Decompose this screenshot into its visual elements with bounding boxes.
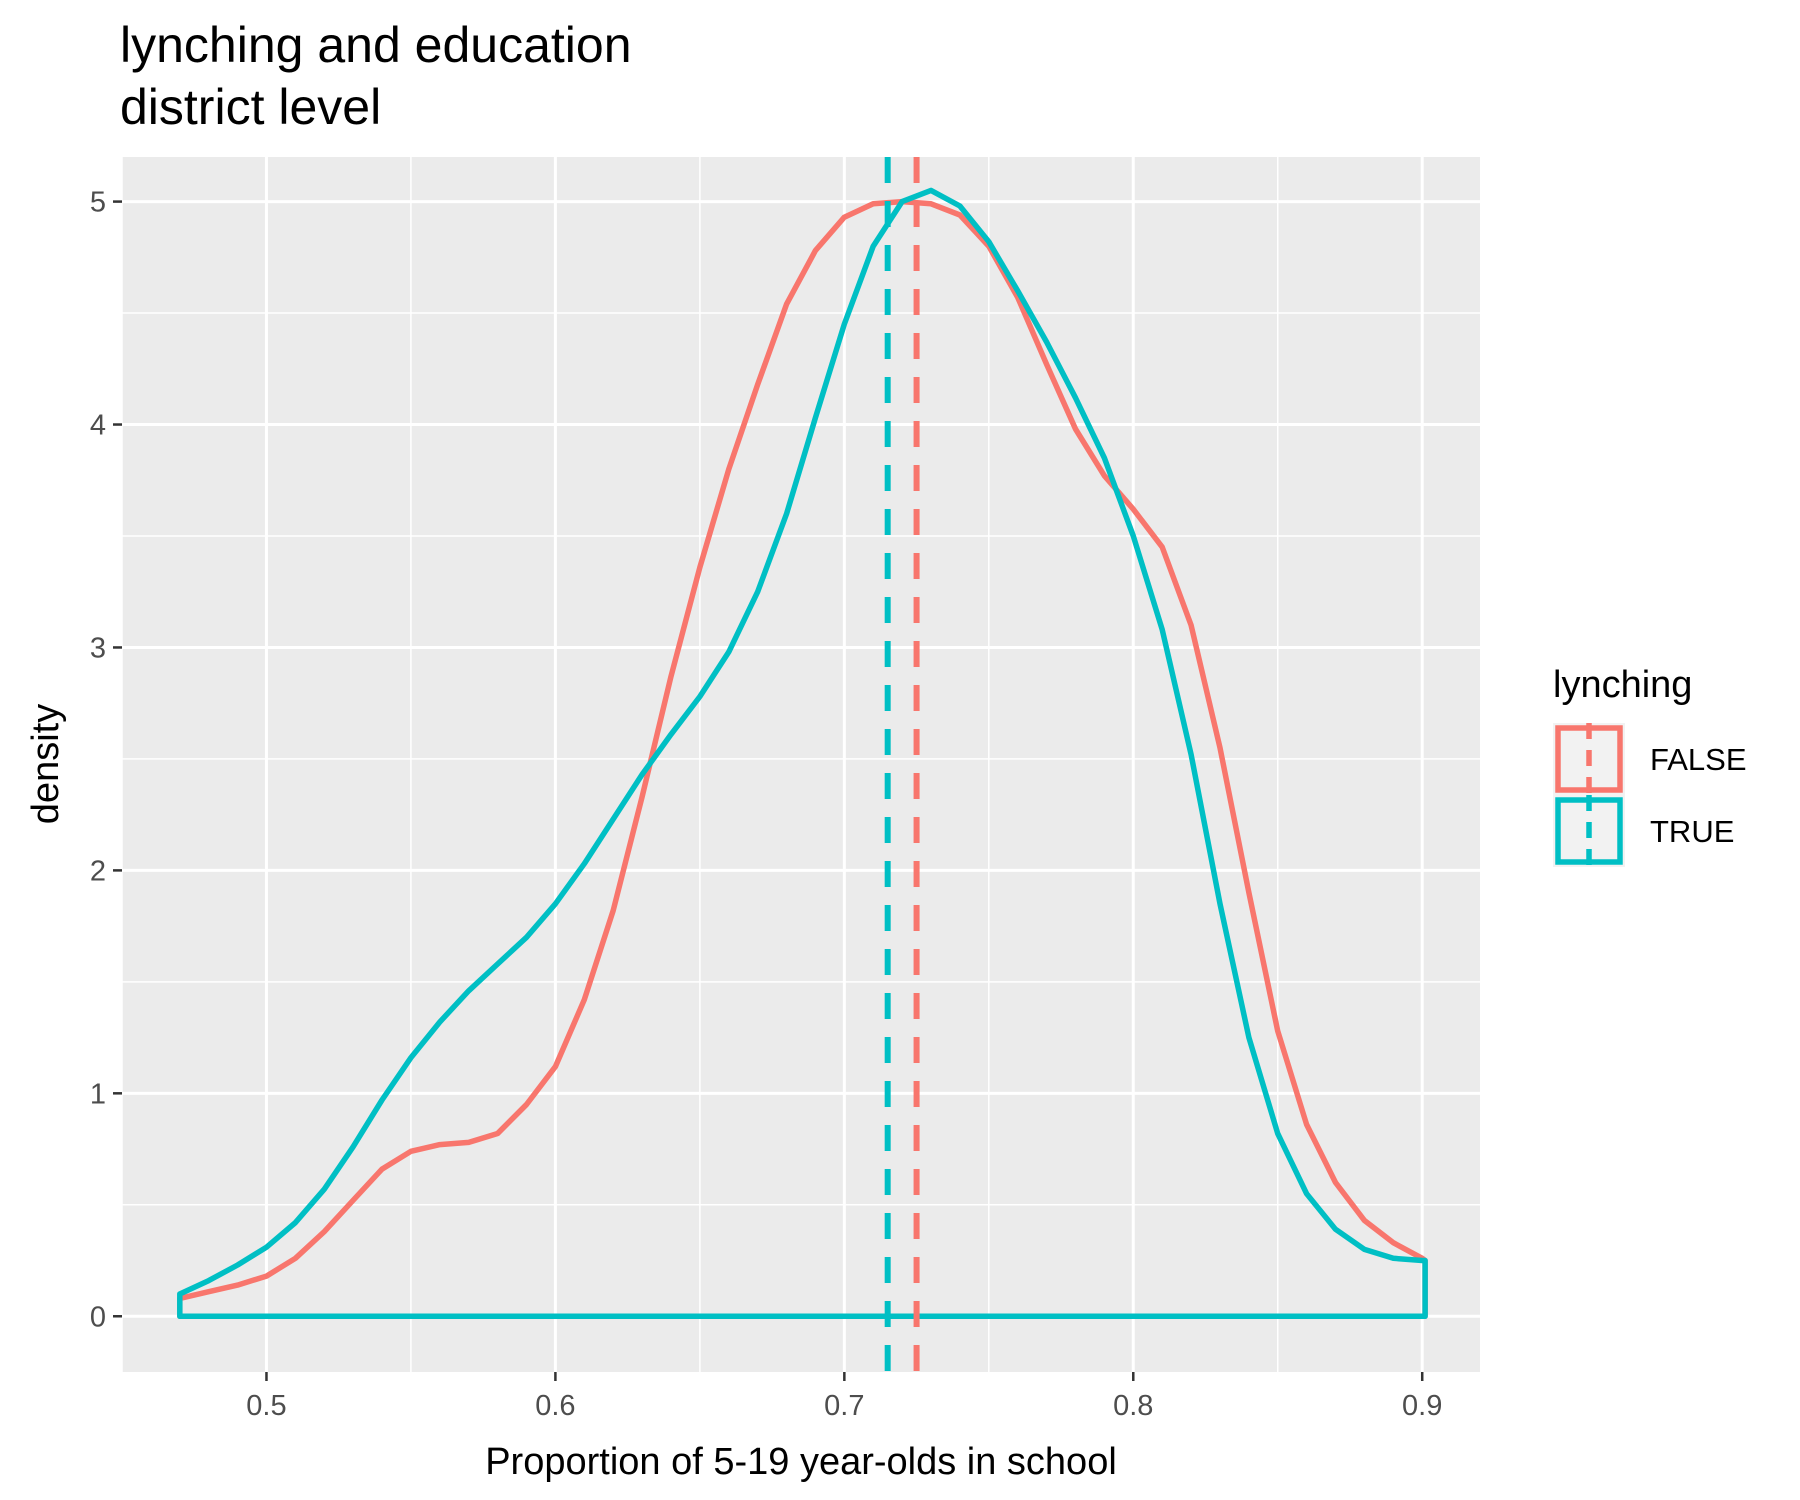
- y-tick-label: 3: [90, 632, 106, 664]
- density-line-false: [177, 198, 1428, 1320]
- x-tick-label: 0.9: [1402, 1390, 1442, 1422]
- x-tick-label: 0.6: [535, 1390, 575, 1422]
- y-tick-label: 2: [90, 855, 106, 887]
- x-tick-label: 0.5: [246, 1390, 286, 1422]
- density-series: [177, 187, 1428, 1320]
- x-tick-label: 0.7: [824, 1390, 864, 1422]
- x-tick-label: 0.8: [1113, 1390, 1153, 1422]
- legend-label-true: TRUE: [1650, 814, 1734, 849]
- x-axis-label: Proportion of 5-19 year-olds in school: [485, 1441, 1117, 1483]
- legend-title: lynching: [1553, 664, 1692, 706]
- y-tick-label: 0: [90, 1301, 106, 1333]
- density-line-true: [177, 187, 1428, 1320]
- chart-title-line-2: district level: [120, 79, 381, 135]
- mean-lines: [884, 157, 920, 1372]
- axes: 0.5 0.6 0.7 0.8 0.9 0 1 2 3 4 5: [90, 187, 1443, 1422]
- y-tick-label: 5: [90, 187, 106, 219]
- y-tick-label: 1: [90, 1078, 106, 1110]
- chart-title-line-1: lynching and education: [120, 17, 632, 73]
- y-axis-label: density: [25, 704, 67, 824]
- legend: lynching FALSE TRUE: [1553, 664, 1747, 867]
- plot-panel: [122, 157, 1480, 1372]
- y-tick-label: 4: [90, 410, 106, 442]
- legend-label-false: FALSE: [1650, 742, 1747, 777]
